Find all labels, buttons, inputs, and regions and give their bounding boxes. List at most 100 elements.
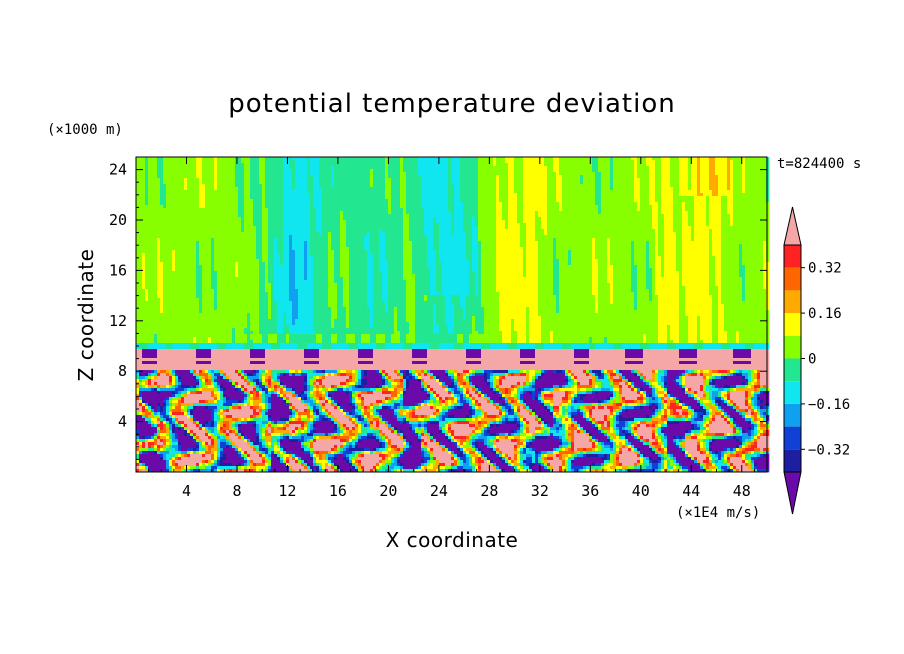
- heatmap-cell: [187, 163, 191, 167]
- heatmap-cell: [670, 160, 674, 164]
- heatmap-cell: [598, 181, 602, 185]
- heatmap-cell: [262, 226, 266, 230]
- heatmap-cell: [289, 175, 293, 179]
- heatmap-cell: [625, 166, 629, 170]
- heatmap-cell: [337, 190, 341, 194]
- heatmap-cell: [706, 199, 710, 203]
- heatmap-cell: [346, 166, 350, 170]
- heatmap-cell: [427, 226, 431, 230]
- heatmap-cell: [451, 157, 455, 161]
- heatmap-cell: [217, 166, 221, 170]
- heatmap-cell: [706, 178, 710, 182]
- heatmap-cell: [328, 181, 332, 185]
- heatmap-cell: [562, 178, 566, 182]
- heatmap-cell: [301, 175, 305, 179]
- heatmap-cell: [181, 205, 185, 209]
- heatmap-cell: [346, 199, 350, 203]
- heatmap-cell: [460, 226, 464, 230]
- heatmap-cell: [577, 160, 581, 164]
- heatmap-cell: [286, 181, 290, 185]
- heatmap-cell: [301, 181, 305, 185]
- heatmap-cell: [169, 205, 173, 209]
- heatmap-cell: [298, 199, 302, 203]
- heatmap-cell: [376, 157, 380, 161]
- heatmap-cell: [535, 193, 539, 197]
- heatmap-cell: [493, 220, 497, 224]
- heatmap-cell: [733, 217, 737, 221]
- heatmap-cell: [340, 181, 344, 185]
- heatmap-cell: [670, 187, 674, 191]
- heatmap-cell: [187, 193, 191, 197]
- heatmap-cell: [529, 217, 533, 221]
- heatmap-cell: [700, 166, 704, 170]
- heatmap-cell: [466, 157, 470, 161]
- heatmap-cell: [346, 202, 350, 206]
- heatmap-cell: [565, 169, 569, 173]
- heatmap-cell: [328, 205, 332, 209]
- heatmap-cell: [286, 166, 290, 170]
- heatmap-cell: [145, 223, 149, 227]
- heatmap-cell: [490, 226, 494, 230]
- heatmap-cell: [442, 205, 446, 209]
- heatmap-cell: [427, 223, 431, 227]
- heatmap-cell: [271, 178, 275, 182]
- heatmap-cell: [169, 217, 173, 221]
- heatmap-cell: [313, 166, 317, 170]
- heatmap-cell: [739, 166, 743, 170]
- heatmap-cell: [496, 172, 500, 176]
- heatmap-cell: [595, 175, 599, 179]
- heatmap-cell: [640, 157, 644, 161]
- heatmap-cell: [631, 223, 635, 227]
- heatmap-cell: [325, 160, 329, 164]
- heatmap-cell: [271, 169, 275, 173]
- heatmap-cell: [724, 175, 728, 179]
- heatmap-cell: [631, 211, 635, 215]
- heatmap-cell: [229, 196, 233, 200]
- heatmap-cell: [343, 184, 347, 188]
- heatmap-cell: [652, 217, 656, 221]
- heatmap-cell: [169, 166, 173, 170]
- heatmap-cell: [250, 217, 254, 221]
- heatmap-cell: [268, 211, 272, 215]
- heatmap-cell: [496, 190, 500, 194]
- heatmap-cell: [337, 175, 341, 179]
- heatmap-cell: [538, 220, 542, 224]
- heatmap-cell: [394, 205, 398, 209]
- heatmap-cell: [235, 184, 239, 188]
- heatmap-cell: [508, 181, 512, 185]
- heatmap-cell: [229, 160, 233, 164]
- heatmap-cell: [439, 181, 443, 185]
- heatmap-cell: [589, 184, 593, 188]
- heatmap-cell: [412, 181, 416, 185]
- heatmap-cell: [436, 166, 440, 170]
- heatmap-cell: [163, 211, 167, 215]
- heatmap-cell: [256, 181, 260, 185]
- heatmap-cell: [595, 214, 599, 218]
- heatmap-cell: [355, 202, 359, 206]
- heatmap-cell: [748, 190, 752, 194]
- heatmap-cell: [469, 217, 473, 221]
- heatmap-cell: [406, 205, 410, 209]
- heatmap-cell: [247, 160, 251, 164]
- heatmap-cell: [544, 160, 548, 164]
- heatmap-cell: [244, 223, 248, 227]
- heatmap-cell: [265, 220, 269, 224]
- heatmap-cell: [619, 217, 623, 221]
- heatmap-cell: [364, 163, 368, 167]
- heatmap-cell: [502, 196, 506, 200]
- heatmap-cell: [535, 157, 539, 161]
- heatmap-cell: [520, 205, 524, 209]
- heatmap-cell: [613, 166, 617, 170]
- heatmap-cell: [211, 181, 215, 185]
- heatmap-cell: [277, 178, 281, 182]
- heatmap-cell: [589, 190, 593, 194]
- heatmap-cell: [175, 181, 179, 185]
- heatmap-cell: [349, 187, 353, 191]
- heatmap-cell: [352, 187, 356, 191]
- heatmap-cell: [415, 190, 419, 194]
- heatmap-cell: [292, 226, 296, 230]
- heatmap-cell: [661, 217, 665, 221]
- heatmap-cell: [415, 211, 419, 215]
- heatmap-cell: [460, 166, 464, 170]
- heatmap-cell: [469, 190, 473, 194]
